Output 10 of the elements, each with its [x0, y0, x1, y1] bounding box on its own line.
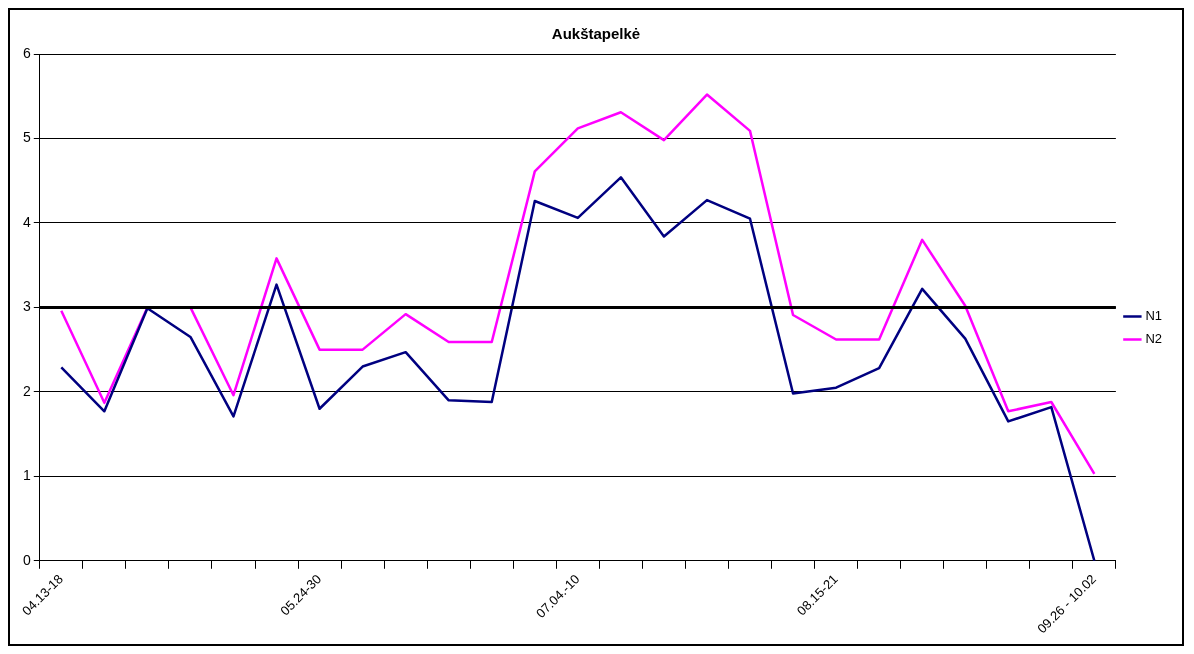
y-tick-label: 5 [22, 129, 31, 146]
y-tick-label: 2 [22, 382, 31, 399]
y-tick-label: 0 [22, 551, 31, 568]
chart-title: Aukštapelkė [551, 25, 641, 43]
legend-label: N1 [1145, 308, 1163, 324]
y-tick-label: 1 [22, 467, 31, 484]
legend-label: N2 [1145, 331, 1163, 347]
y-tick-label: 3 [22, 298, 31, 315]
y-tick-label: 6 [22, 44, 31, 61]
y-tick-label: 4 [22, 213, 31, 230]
